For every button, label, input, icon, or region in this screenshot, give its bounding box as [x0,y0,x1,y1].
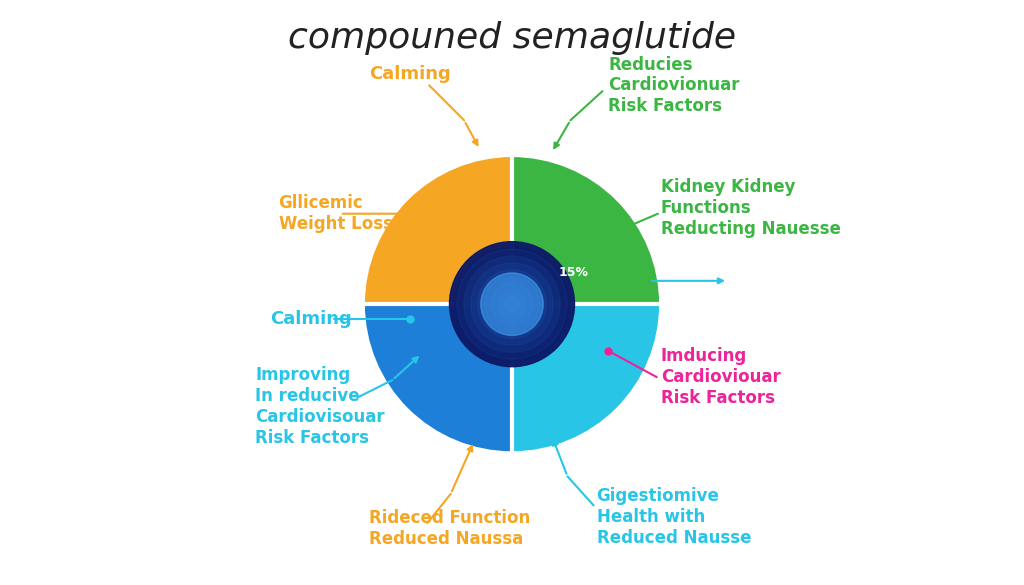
Text: Reducies
Cardiovionuar
Risk Factors: Reducies Cardiovionuar Risk Factors [608,56,739,115]
Circle shape [455,247,569,362]
Circle shape [499,290,525,318]
Circle shape [460,252,564,357]
Circle shape [471,263,553,345]
Text: Calming: Calming [269,310,351,328]
Wedge shape [512,304,660,453]
Text: compouned semaglutide: compouned semaglutide [288,21,736,55]
Circle shape [457,249,567,359]
Wedge shape [364,156,512,304]
Circle shape [484,277,540,332]
Circle shape [464,256,560,352]
Circle shape [480,273,544,335]
Circle shape [452,244,572,364]
Text: 15%: 15% [558,266,588,278]
Text: Imducing
Cardioviouar
Risk Factors: Imducing Cardioviouar Risk Factors [660,347,780,407]
Text: Calming: Calming [369,65,451,82]
Circle shape [477,270,547,339]
Text: Improving
In reducive
Cardiovisouar
Risk Factors: Improving In reducive Cardiovisouar Risk… [255,366,385,446]
Text: Gigestiomive
Health with
Reduced Nausse: Gigestiomive Health with Reduced Nausse [597,487,752,547]
Text: Kidney Kidney
Functions
Reducting Nauesse: Kidney Kidney Functions Reducting Nauess… [660,178,841,238]
Text: Gllicemic
Weight Loss: Gllicemic Weight Loss [279,194,392,233]
Circle shape [492,284,532,325]
Circle shape [450,242,574,367]
Text: Rideced Function
Reduced Naussa: Rideced Function Reduced Naussa [369,510,530,548]
Circle shape [457,249,567,359]
Circle shape [505,297,519,311]
Wedge shape [364,304,512,453]
Wedge shape [512,156,660,304]
Circle shape [450,242,574,367]
